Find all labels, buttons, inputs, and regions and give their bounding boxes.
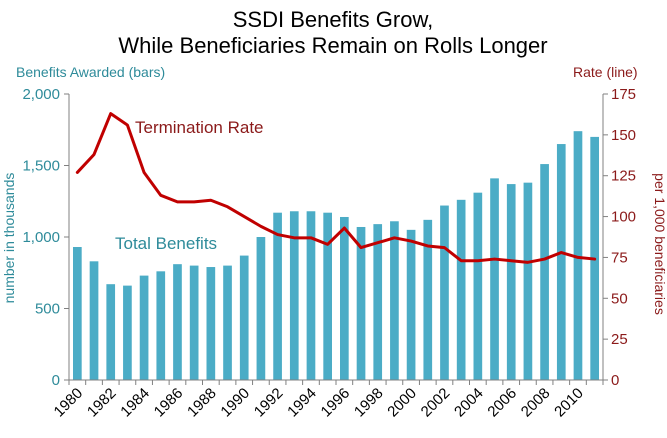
bar-2001 [423, 219, 433, 380]
left-tick-label: 2,000 [22, 86, 60, 103]
bar-1987 [189, 265, 199, 380]
x-tick-label: 1988 [184, 385, 220, 421]
line-series-annotation: Termination Rate [135, 118, 264, 137]
chart-title-line2: While Beneficiaries Remain on Rolls Long… [118, 33, 547, 58]
bar-1995 [323, 212, 332, 380]
x-tick-label: 1998 [351, 385, 387, 421]
bar-series-annotation: Total Benefits [115, 234, 217, 253]
line-series [75, 112, 597, 264]
bar-1993 [289, 211, 299, 380]
bar-2008 [540, 164, 549, 380]
bar-1985 [156, 271, 166, 380]
x-tick-label: 2006 [484, 385, 520, 421]
bar-1998 [373, 224, 383, 380]
x-tick-label: 1986 [151, 385, 187, 421]
bar-1983 [123, 285, 132, 380]
right-axis-label: per 1,000 beneficiaries [652, 173, 667, 315]
bar-1991 [256, 237, 266, 380]
right-tick-label: 150 [611, 127, 636, 144]
chart-axes [64, 93, 608, 385]
bar-2005 [490, 178, 499, 380]
right-tick-label: 0 [611, 372, 619, 389]
x-tick-label: 2010 [551, 385, 587, 421]
x-tick-label: 2008 [518, 385, 554, 421]
left-tick-label: 1,000 [22, 229, 60, 246]
bar-1982 [106, 284, 116, 380]
bar-1990 [239, 255, 249, 380]
bar-1981 [89, 261, 99, 380]
x-tick-label: 1996 [318, 385, 354, 421]
bar-1997 [356, 226, 366, 380]
bar-1994 [306, 211, 316, 380]
bar-1999 [390, 221, 399, 380]
x-tick-label: 1984 [117, 385, 153, 421]
bar-1980 [73, 247, 82, 380]
right-tick-label: 75 [611, 249, 628, 266]
bar-2000 [406, 229, 416, 380]
x-tick-label: 1994 [284, 385, 320, 421]
right-tick-label: 25 [611, 331, 628, 348]
right-tick-label: 50 [611, 290, 628, 307]
x-tick-label: 2000 [384, 385, 420, 421]
x-tick-label: 1992 [251, 385, 287, 421]
left-axis-label: number in thousands [1, 173, 17, 304]
bar-1986 [173, 264, 182, 380]
left-tick-label: 0 [52, 372, 60, 389]
bar-1988 [206, 267, 216, 380]
right-tick-label: 100 [611, 209, 636, 226]
bar-2003 [456, 199, 466, 380]
bar-1992 [273, 212, 282, 380]
bar-1984 [139, 275, 149, 380]
bar-1996 [340, 216, 349, 380]
bar-2002 [440, 205, 449, 380]
bar-2006 [506, 184, 516, 380]
bar-2007 [523, 182, 533, 380]
left-tick-label: 1,500 [22, 158, 60, 175]
bar-1989 [223, 265, 232, 380]
x-tick-label: 1990 [217, 385, 253, 421]
right-tick-label: 125 [611, 168, 636, 185]
left-axis-caption: Benefits Awarded (bars) [16, 64, 165, 80]
x-tick-label: 1982 [84, 385, 120, 421]
bar-2004 [473, 192, 483, 380]
chart-title-line1: SSDI Benefits Grow, [233, 7, 434, 32]
right-axis-caption: Rate (line) [573, 64, 638, 80]
right-tick-label: 175 [611, 86, 636, 103]
bar-2010 [573, 131, 583, 380]
bar-series [73, 131, 599, 380]
x-tick-label: 2004 [451, 385, 487, 421]
termination-rate-line [75, 112, 597, 264]
bar-2009 [556, 144, 566, 380]
left-tick-label: 500 [35, 301, 60, 318]
x-tick-label: 1980 [51, 385, 87, 421]
x-tick-label: 2002 [418, 385, 454, 421]
